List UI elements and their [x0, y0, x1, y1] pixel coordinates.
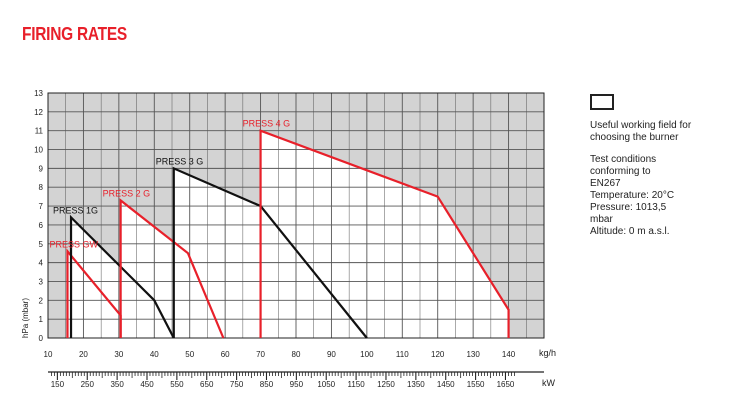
y-axis-label: hPa (mbar)	[21, 298, 30, 338]
kw-tick-label: 250	[81, 380, 95, 389]
kw-axis-unit-label: kW	[542, 378, 556, 388]
x-tick-label: 70	[256, 350, 265, 359]
kw-tick-label: 650	[200, 380, 214, 389]
y-tick-label: 8	[39, 183, 44, 192]
grid-lines	[47, 92, 545, 339]
note-line: Test conditions	[590, 154, 657, 165]
note-line: conforming to	[590, 166, 651, 177]
series-line	[69, 214, 175, 339]
series-lines	[66, 129, 510, 339]
x-tick-label: 20	[79, 350, 88, 359]
x-tick-label: 120	[431, 350, 445, 359]
kw-tick-label: 850	[260, 380, 274, 389]
x-tick-label: 80	[292, 350, 301, 359]
kw-tick-label: 1650	[497, 380, 515, 389]
series-label: PRESS GW	[49, 239, 98, 249]
y-tick-label: 3	[39, 277, 44, 286]
note-line: Altitude: 0 m a.s.l.	[590, 226, 670, 237]
x-axis-ticks: 10 20 30 40 50 60 70 80 90 100 110 120 130 140	[44, 350, 516, 359]
y-tick-label: 7	[39, 202, 44, 211]
y-tick-label: 13	[34, 89, 43, 98]
note-line: Temperature: 20°C	[590, 190, 675, 201]
useful-working-field-swatch	[590, 94, 614, 110]
y-tick-label: 4	[39, 259, 44, 268]
kw-tick-label: 550	[170, 380, 184, 389]
series-label: PRESS 3 G	[156, 156, 204, 166]
x-tick-label: 110	[396, 350, 409, 359]
kw-tick-label: 350	[110, 380, 124, 389]
y-tick-label: 0	[39, 334, 44, 343]
y-tick-label: 10	[34, 146, 43, 155]
y-tick-label: 9	[39, 164, 44, 173]
series-line	[259, 129, 510, 338]
y-tick-label: 2	[39, 296, 44, 305]
legend-label: Useful working field for choosing the bu…	[590, 120, 692, 143]
x-tick-label: 10	[44, 350, 53, 359]
note-line: mbar	[590, 214, 613, 225]
kw-tick-label: 1250	[377, 380, 395, 389]
kw-tick-label: 1350	[407, 380, 425, 389]
note-line: Pressure: 1013,5	[590, 202, 667, 213]
note-line: EN267	[590, 178, 621, 189]
kw-tick-label: 150	[51, 380, 65, 389]
kw-tick-label: 1150	[348, 380, 366, 389]
series-label: PRESS 1G	[53, 205, 98, 215]
plot-border	[47, 92, 545, 339]
x-tick-label: 140	[502, 350, 516, 359]
series-line	[119, 198, 225, 339]
kw-tick-label: 950	[290, 380, 304, 389]
kw-tick-label: 750	[230, 380, 244, 389]
x-tick-label: 60	[221, 350, 230, 359]
y-tick-label: 6	[39, 221, 44, 230]
test-conditions-note: Test conditions conforming to EN267 Temp…	[590, 154, 725, 238]
page-title: FIRING RATES	[22, 24, 127, 44]
y-tick-label: 12	[34, 108, 43, 117]
series-label: PRESS 2 G	[103, 188, 151, 198]
y-tick-label: 11	[35, 127, 44, 136]
x-tick-label: 40	[150, 350, 159, 359]
x-tick-label: 130	[466, 350, 480, 359]
y-tick-label: 1	[39, 315, 44, 324]
kw-tick-label: 1050	[317, 380, 335, 389]
kw-scale: 150 250 350 450 550 650 750 850 950 1050 1150 1250 1…	[48, 371, 544, 389]
x-tick-label: 30	[114, 350, 123, 359]
kw-tick-label: 1550	[467, 380, 485, 389]
kw-tick-label: 1450	[437, 380, 455, 389]
y-tick-label: 5	[39, 240, 44, 249]
series-line	[172, 166, 368, 339]
series-label: PRESS 4 G	[243, 119, 291, 129]
x-tick-label: 100	[360, 350, 374, 359]
kw-tick-label: 450	[140, 380, 154, 389]
x-axis-unit-label: kg/h	[539, 348, 556, 358]
legend: Useful working field for choosing the bu…	[590, 94, 725, 248]
series-labels: PRESS GW PRESS 1G PRESS 2 G PRESS 3 G PRESS …	[49, 119, 290, 250]
x-tick-label: 50	[185, 350, 194, 359]
x-tick-label: 90	[327, 350, 336, 359]
